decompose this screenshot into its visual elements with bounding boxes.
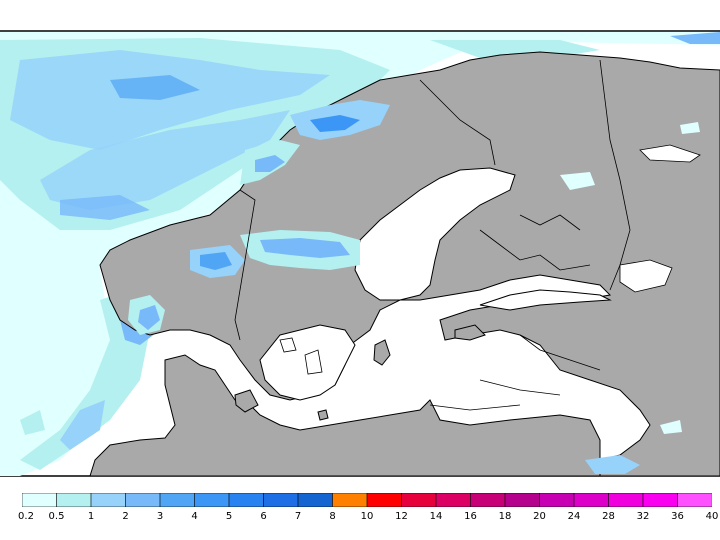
legend-swatch	[125, 493, 161, 507]
legend-swatch	[332, 493, 368, 507]
legend-tick-label: 10	[360, 511, 374, 522]
legend-tick-label: 0.2	[18, 511, 34, 522]
legend-tick-label: 7	[294, 511, 302, 522]
legend-swatch	[573, 493, 610, 507]
precip-land	[128, 100, 700, 474]
legend-swatch	[401, 493, 437, 507]
legend-swatch	[366, 493, 403, 507]
legend-tick-label: 16	[464, 511, 477, 522]
legend-tick-label: 28	[602, 511, 615, 522]
legend-swatch	[22, 493, 58, 507]
legend-tick-label: 18	[498, 511, 512, 522]
legend-tick-label: 40	[705, 511, 719, 522]
legend-swatch	[159, 493, 196, 507]
legend-tick-label: 36	[671, 511, 684, 522]
legend-swatch	[194, 493, 230, 507]
legend-tick-label: 6	[260, 511, 267, 522]
legend-swatch	[90, 493, 127, 507]
borders	[234, 59, 631, 411]
legend-swatch	[677, 493, 712, 507]
legend-swatch	[504, 493, 541, 507]
legend-swatch	[263, 493, 299, 507]
legend-tick-label: 14	[429, 511, 443, 522]
legend-labels: 0.2 0.5 1 2 3 4 5 6 7 8 10 12 14 16 18 20 24 28 32 36 40	[0, 511, 720, 527]
legend-tick-label: 12	[395, 511, 408, 522]
precipitation-map	[0, 30, 720, 477]
legend-swatch	[435, 493, 472, 507]
legend-swatch	[608, 493, 644, 507]
legend-tick-label: 2	[122, 511, 129, 522]
legend-tick-label: 3	[156, 511, 164, 522]
precip-ocean	[0, 32, 720, 476]
legend-swatch	[228, 493, 265, 507]
legend-tick-label: 8	[329, 511, 336, 522]
legend-tick-label: 0.5	[48, 511, 65, 522]
legend-swatch	[297, 493, 334, 507]
legend-swatch	[470, 493, 506, 507]
legend-swatch	[56, 493, 92, 507]
legend-tick-label: 20	[533, 511, 546, 522]
legend-bar	[22, 493, 712, 507]
lakes	[279, 144, 701, 375]
legend-swatch	[539, 493, 575, 507]
legend-tick-label: 4	[191, 511, 198, 522]
legend-tick-label: 24	[567, 511, 581, 522]
legend-tick-label: 1	[87, 511, 95, 522]
legend-tick-label: 32	[636, 511, 650, 522]
legend-swatch	[642, 493, 679, 507]
legend-tick-label: 5	[225, 511, 233, 522]
